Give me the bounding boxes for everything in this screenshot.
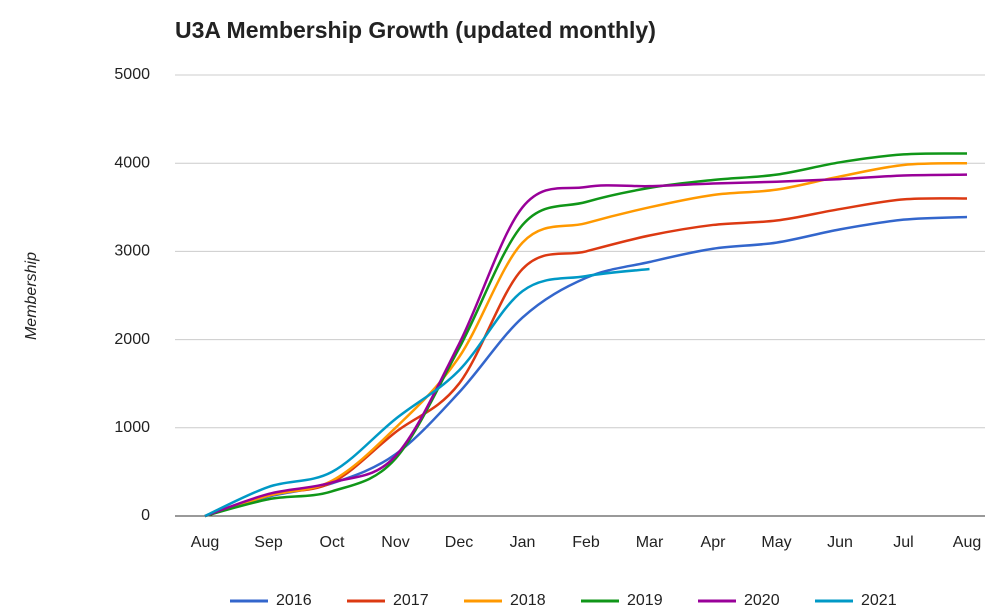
line [204, 267, 650, 518]
x-tick-label: May [761, 534, 791, 551]
line [204, 173, 968, 518]
x-tick-label: Dec [445, 534, 473, 551]
chart-title: U3A Membership Growth (updated monthly) [175, 17, 656, 43]
line [204, 161, 968, 518]
y-tick-label: 1000 [114, 419, 150, 436]
y-tick-label: 2000 [114, 331, 150, 348]
x-tick-label: Mar [636, 534, 664, 551]
x-tick-label: Jan [510, 534, 536, 551]
line [204, 215, 968, 518]
x-tick-label: Nov [381, 534, 409, 551]
legend-label: 2016 [276, 592, 312, 609]
x-tick-label: Jun [827, 534, 853, 551]
y-tick-label: 0 [141, 507, 150, 524]
legend-label: 2020 [744, 592, 780, 609]
x-tick-label: Oct [320, 534, 345, 551]
x-tick-label: Aug [191, 534, 219, 551]
line [204, 197, 968, 518]
legend-label: 2017 [393, 592, 429, 609]
x-tick-label: Feb [572, 534, 600, 551]
x-tick-label: Sep [254, 534, 283, 551]
legend-label: 2019 [627, 592, 663, 609]
y-tick-label: 4000 [114, 154, 150, 171]
legend-label: 2018 [510, 592, 546, 609]
y-tick-label: 5000 [114, 66, 150, 83]
y-tick-label: 3000 [114, 243, 150, 260]
x-tick-label: Aug [953, 534, 981, 551]
legend-label: 2021 [861, 592, 897, 609]
y-axis-label: Membership [23, 252, 40, 340]
x-tick-label: Apr [701, 534, 727, 551]
line [204, 152, 968, 518]
x-tick-label: Jul [893, 534, 913, 551]
